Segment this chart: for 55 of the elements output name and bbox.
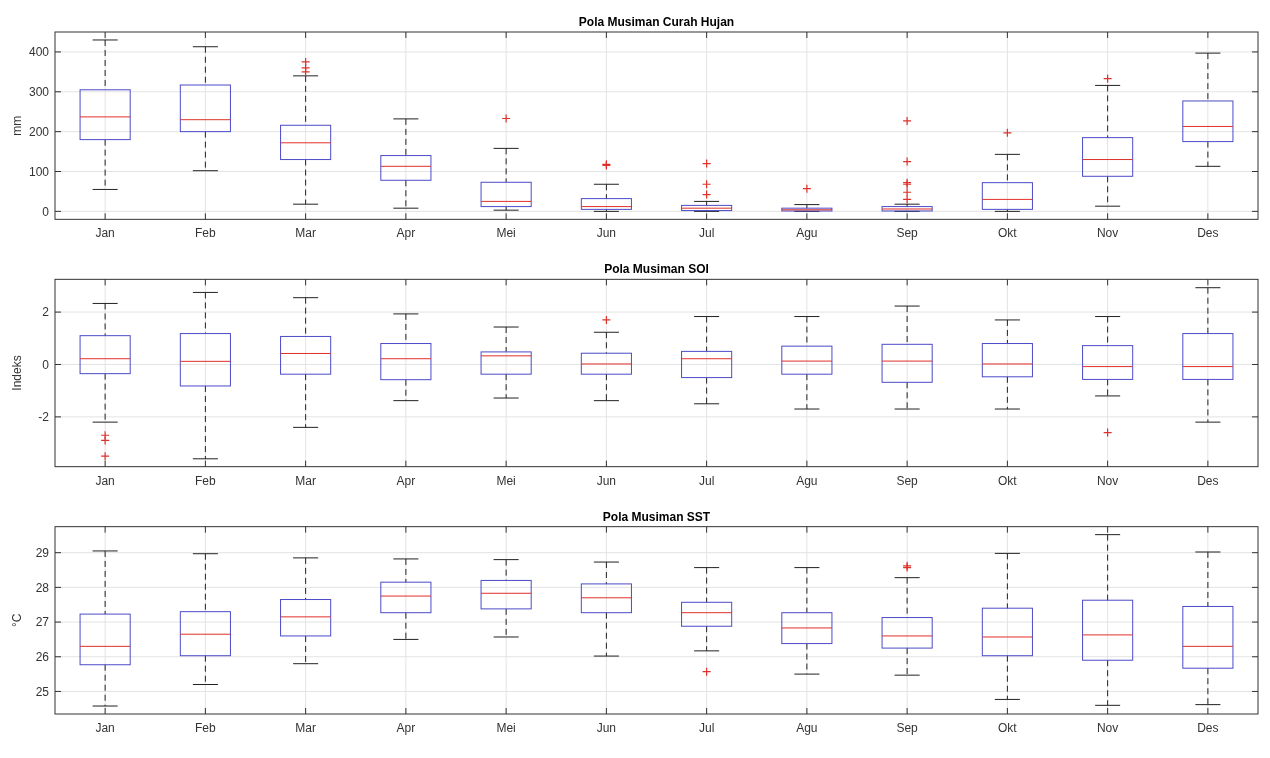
chart-title: Pola Musiman Curah Hujan — [578, 15, 735, 29]
x-tick-label: Jun — [596, 226, 617, 241]
x-tick-label: Okt — [998, 226, 1018, 241]
x-tick-label: Sep — [896, 721, 919, 735]
x-tick-label: Okt — [998, 721, 1018, 735]
x-tick-label: Jun — [596, 721, 617, 735]
y-tick-label: 300 — [28, 84, 50, 99]
x-tick-label: Mei — [496, 226, 516, 241]
y-tick-label: 0 — [42, 204, 50, 219]
x-tick-label: Mei — [496, 721, 516, 735]
x-tick-label: Des — [1197, 473, 1219, 488]
x-tick-label: Apr — [396, 721, 416, 735]
y-tick-label: 25 — [35, 684, 50, 699]
x-tick-label: Sep — [896, 226, 919, 241]
x-tick-label: Nov — [1096, 473, 1119, 488]
chart-title: Pola Musiman SST — [602, 509, 711, 524]
x-tick-label: Mar — [295, 721, 316, 735]
y-axis-title: mm — [10, 115, 24, 136]
x-tick-label: Nov — [1096, 721, 1119, 735]
x-tick-label: Apr — [396, 473, 416, 488]
y-tick-label: 26 — [35, 649, 50, 664]
x-tick-label: Sep — [896, 473, 919, 488]
x-tick-label: Des — [1197, 226, 1219, 241]
x-tick-label: Apr — [396, 226, 416, 241]
x-tick-label: Jun — [596, 473, 617, 488]
x-tick-label: Agu — [796, 226, 818, 241]
y-tick-label: 100 — [28, 164, 50, 179]
x-tick-label: Agu — [796, 721, 818, 735]
x-tick-label: Mar — [295, 226, 316, 241]
x-tick-label: Jan — [95, 721, 115, 735]
chart-title: Pola Musiman SOI — [604, 262, 709, 277]
x-tick-label: Feb — [195, 473, 217, 488]
x-tick-label: Jul — [698, 226, 715, 241]
y-tick-label: 0 — [42, 357, 50, 372]
x-tick-label: Jan — [95, 226, 115, 241]
x-tick-label: Jan — [95, 473, 115, 488]
y-tick-label: 29 — [35, 545, 50, 560]
x-tick-label: Feb — [195, 226, 217, 241]
x-tick-label: Jul — [698, 473, 715, 488]
x-tick-label: Agu — [796, 473, 818, 488]
x-tick-label: Okt — [998, 473, 1018, 488]
y-axis-title: °C — [10, 613, 24, 628]
x-tick-label: Mar — [295, 473, 316, 488]
y-tick-label: 400 — [28, 45, 50, 60]
x-tick-label: Jul — [698, 721, 715, 735]
y-tick-label: 27 — [35, 615, 50, 630]
y-tick-label: -2 — [38, 410, 50, 425]
y-axis-title: Indeks — [10, 355, 24, 391]
x-tick-label: Nov — [1096, 226, 1119, 241]
y-tick-label: 2 — [42, 305, 50, 320]
x-tick-label: Mei — [496, 473, 516, 488]
x-tick-label: Des — [1197, 721, 1219, 735]
y-tick-label: 200 — [28, 124, 50, 139]
y-tick-label: 28 — [35, 580, 50, 595]
x-tick-label: Feb — [195, 721, 217, 735]
